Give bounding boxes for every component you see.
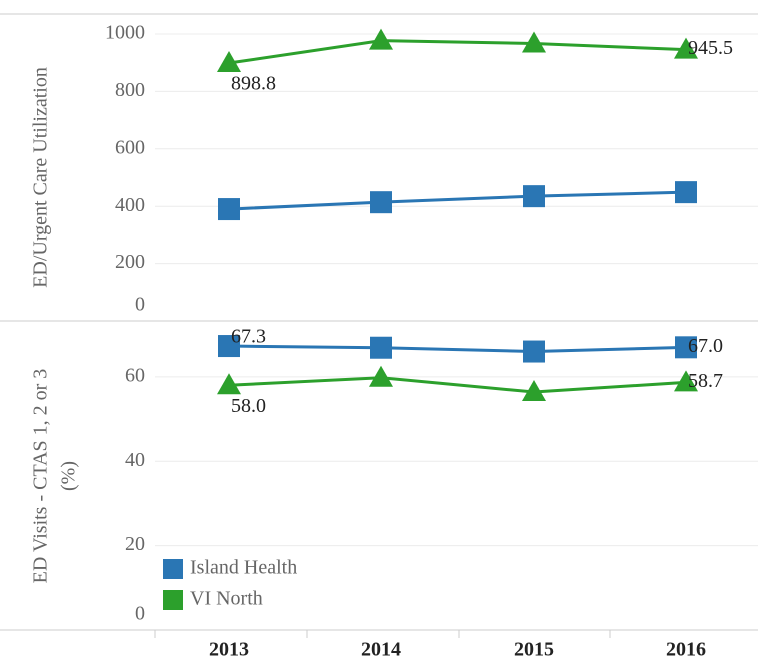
y-tick-label: 20: [125, 533, 145, 555]
y-tick-label: 400: [115, 194, 145, 216]
series-line: [228, 39, 687, 65]
marker: [369, 28, 393, 50]
marker: [675, 181, 697, 204]
data-label: 67.3: [231, 326, 266, 348]
series-line: [228, 376, 687, 394]
marker: [218, 335, 240, 358]
marker: [674, 37, 698, 59]
x-tick-label: 2014: [361, 639, 401, 660]
series-line: [228, 344, 687, 354]
marker: [523, 185, 545, 208]
data-label: 898.8: [231, 73, 276, 95]
y-axis-title: ED/Urgent Care Utilization: [30, 67, 52, 288]
y-tick-label: 200: [115, 251, 145, 273]
legend-swatch: [163, 559, 183, 579]
data-label: 58.0: [231, 395, 266, 417]
marker: [675, 336, 697, 359]
y-tick-label: 40: [125, 449, 145, 471]
legend-label: VI North: [190, 588, 263, 610]
marker: [523, 340, 545, 363]
data-label: 67.0: [688, 335, 723, 357]
legend-label: Island Health: [190, 557, 297, 579]
legend-swatch: [163, 590, 183, 610]
y-tick-label: 800: [115, 79, 145, 101]
y-tick-label: 1000: [105, 22, 145, 44]
marker: [369, 365, 393, 387]
marker: [522, 380, 546, 402]
marker: [217, 51, 241, 73]
data-label: 945.5: [688, 37, 733, 59]
marker: [218, 198, 240, 221]
y-tick-label: 600: [115, 136, 145, 158]
y-tick-label: 0: [135, 603, 145, 625]
y-axis-title: (%): [58, 461, 80, 491]
marker: [522, 31, 546, 53]
marker: [370, 336, 392, 359]
data-label: 58.7: [688, 370, 723, 392]
y-tick-label: 60: [125, 364, 145, 386]
series-line: [228, 190, 687, 211]
y-axis-title: ED Visits - CTAS 1, 2 or 3: [30, 369, 52, 584]
marker: [370, 191, 392, 214]
marker: [217, 373, 241, 395]
y-tick-label: 0: [135, 294, 145, 316]
x-tick-label: 2013: [209, 639, 249, 660]
x-tick-label: 2015: [514, 639, 554, 660]
x-tick-label: 2016: [666, 639, 706, 660]
marker: [674, 370, 698, 392]
